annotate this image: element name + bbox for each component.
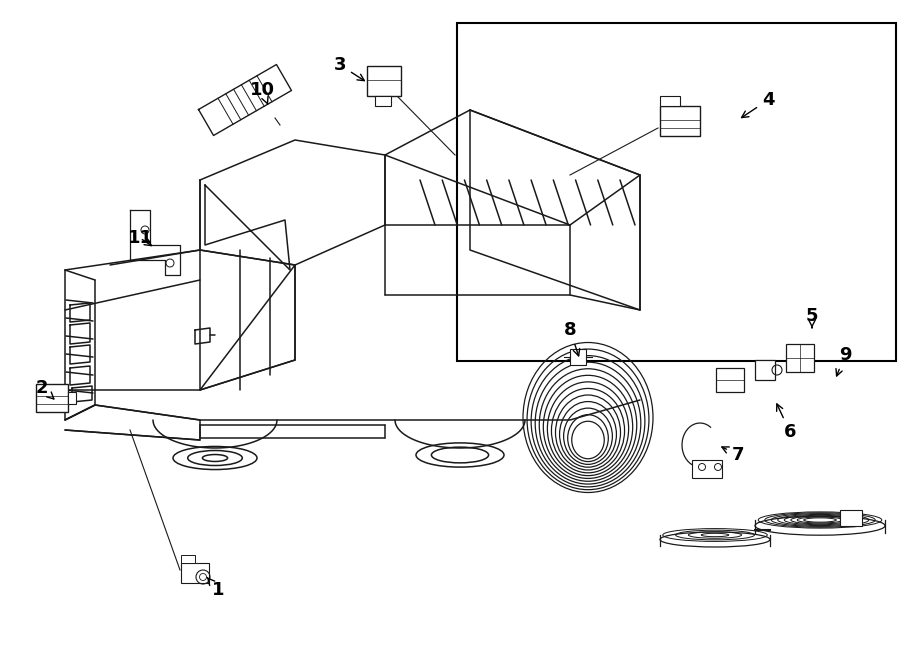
Bar: [457, 23, 896, 361]
Text: 6: 6: [777, 404, 797, 441]
Bar: [367, 66, 401, 96]
Bar: [375, 96, 391, 106]
Bar: [660, 96, 680, 106]
Text: 2: 2: [36, 379, 54, 399]
Bar: [68, 392, 76, 404]
Bar: [571, 349, 586, 365]
Bar: [660, 106, 700, 136]
Text: 8: 8: [563, 321, 580, 356]
Text: 10: 10: [249, 81, 274, 105]
Bar: [36, 384, 68, 412]
Bar: [786, 344, 814, 372]
Text: 7: 7: [722, 446, 744, 464]
Text: 3: 3: [334, 56, 364, 81]
Text: 9: 9: [836, 346, 851, 376]
Bar: [692, 460, 722, 478]
Text: 4: 4: [742, 91, 774, 118]
Text: 1: 1: [207, 577, 224, 599]
Bar: [716, 368, 744, 392]
Bar: [181, 563, 209, 583]
Bar: [181, 555, 195, 563]
Text: 5: 5: [806, 307, 818, 328]
Text: 11: 11: [128, 229, 152, 247]
Bar: [755, 360, 775, 380]
Bar: [840, 510, 862, 526]
